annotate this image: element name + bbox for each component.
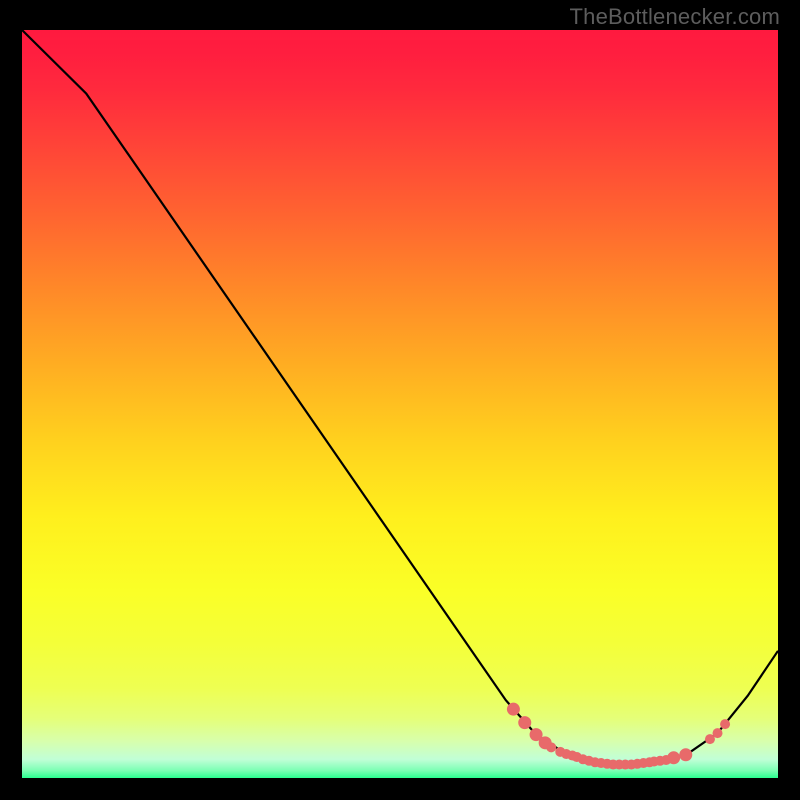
marker-point [507,703,520,716]
marker-point [667,751,680,764]
watermark-text: TheBottlenecker.com [570,4,780,30]
marker-point [518,716,531,729]
marker-point [720,719,730,729]
chart-svg [22,30,778,778]
marker-point [713,728,723,738]
marker-point [679,748,692,761]
marker-point [546,742,556,752]
chart-plot-area [22,30,778,778]
chart-background [22,30,778,778]
